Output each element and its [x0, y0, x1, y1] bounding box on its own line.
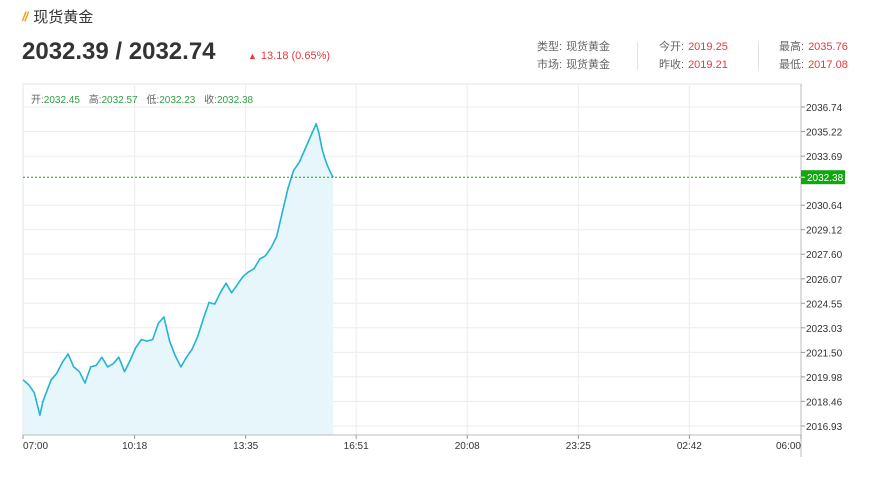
ohlc-open-value: 2032.45	[43, 95, 80, 106]
prev-close-value: 2019.21	[688, 59, 728, 71]
x-tick-label: 06:00	[776, 441, 801, 452]
price-line	[22, 122, 334, 416]
price-quote: 2032.39 / 2032.74	[22, 38, 216, 65]
info-open-prev: 今开: 2019.25 昨收: 2019.21	[659, 38, 728, 74]
x-tick-label: 07:00	[23, 441, 48, 452]
y-tick-label: 2024.55	[806, 299, 843, 310]
y-tick-label: 2019.98	[806, 373, 843, 384]
market-label: 市场:	[537, 59, 563, 71]
info-type-market: 类型: 现货黄金 市场: 现货黄金	[537, 38, 610, 74]
price-change-value: 13.18 (0.65%)	[260, 50, 331, 62]
y-tick-label: 2029.12	[806, 226, 843, 237]
ohlc-close-value: 2032.38	[216, 95, 254, 106]
y-tick-label: 2026.07	[806, 275, 843, 286]
x-tick-label: 10:18	[122, 441, 147, 452]
current-price-label: 2032.38	[807, 173, 844, 184]
open-label: 今开:	[659, 41, 685, 53]
type-label: 类型:	[537, 41, 563, 53]
market-value: 现货黄金	[566, 59, 611, 71]
y-tick-label: 2033.69	[806, 152, 843, 163]
page-header: // 现货黄金	[22, 6, 93, 26]
ohlc-high-value: 2032.57	[101, 95, 138, 106]
y-tick-label: 2016.93	[806, 422, 843, 433]
y-tick-label: 2030.64	[806, 201, 843, 212]
area-fill	[23, 123, 334, 435]
low-value: 2017.08	[808, 59, 848, 71]
type-value: 现货黄金	[566, 41, 611, 53]
low-label: 最低:	[779, 59, 805, 71]
price-change: ▲ 13.18 (0.65%)	[248, 50, 330, 62]
ohlc-close-label: 收:	[204, 95, 217, 106]
ohlc-open-label: 开:	[31, 95, 44, 106]
y-tick-label: 2021.50	[806, 348, 843, 359]
info-divider	[637, 42, 638, 70]
info-high-low: 最高: 2035.76 最低: 2017.08	[779, 38, 848, 74]
y-tick-label: 2036.74	[806, 103, 843, 114]
x-tick-label: 13:35	[233, 441, 258, 452]
x-tick-label: 20:08	[455, 441, 480, 452]
up-arrow-icon: ▲	[248, 51, 257, 61]
y-tick-label: 2018.46	[806, 397, 843, 408]
x-tick-label: 16:51	[344, 441, 369, 452]
current-price-tag	[801, 170, 845, 185]
page-title: 现货黄金	[33, 8, 94, 26]
x-tick-label: 23:25	[566, 441, 591, 452]
ohlc-high-label: 高:	[88, 95, 102, 106]
y-tick-label: 2023.03	[806, 324, 843, 335]
open-value: 2019.25	[688, 41, 728, 53]
ohlc-low-value: 2032.23	[159, 95, 196, 106]
prev-close-label: 昨收:	[659, 59, 685, 71]
ohlc-readout: 开:2032.45 高:2032.57 低:2032.23 收:2032.38	[31, 91, 259, 106]
ohlc-low-label: 低:	[146, 95, 160, 106]
y-tick-label: 2027.60	[806, 250, 843, 261]
info-divider	[758, 42, 759, 70]
high-label: 最高:	[779, 41, 805, 53]
double-slash-icon: //	[22, 8, 28, 24]
high-value: 2035.76	[808, 41, 848, 53]
x-tick-label: 02:42	[677, 441, 702, 452]
y-tick-label: 2035.22	[806, 127, 843, 138]
